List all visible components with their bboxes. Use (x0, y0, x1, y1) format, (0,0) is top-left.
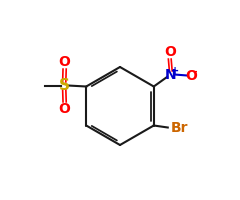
Text: O: O (59, 55, 71, 69)
Text: -: - (193, 66, 198, 76)
Text: O: O (59, 102, 71, 116)
Text: +: + (171, 66, 179, 75)
Text: O: O (164, 45, 176, 59)
Text: O: O (185, 68, 197, 83)
Text: S: S (59, 78, 70, 93)
Text: Br: Br (171, 121, 189, 135)
Text: N: N (165, 68, 177, 82)
